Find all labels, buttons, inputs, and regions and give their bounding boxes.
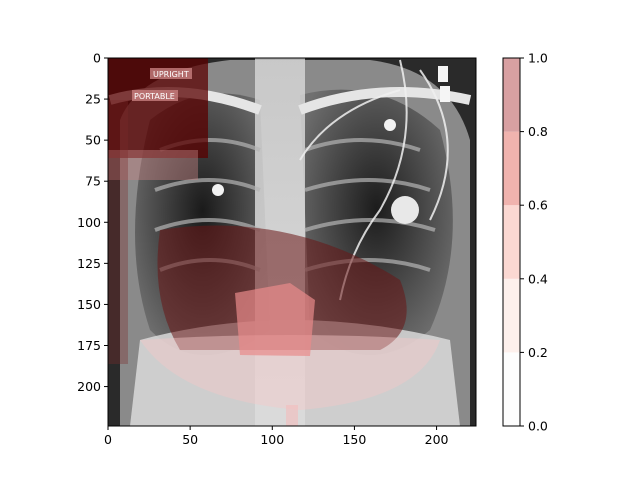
y-tick-label: 0 (93, 51, 101, 66)
x-tick-label: 50 (182, 432, 198, 447)
x-tick-label: 0 (104, 432, 112, 447)
x-axis: 0 50 100 150 200 (104, 426, 449, 447)
y-axis: 0 25 50 75 100 125 150 175 200 (77, 51, 108, 394)
colorbar-bin (503, 131, 520, 206)
image-frame (107, 57, 477, 427)
colorbar-tick-label: 0.2 (528, 345, 548, 360)
y-tick-label: 100 (77, 215, 101, 230)
colorbar-bin (503, 58, 520, 132)
colorbar: 0.0 0.2 0.4 0.6 0.8 1.0 (502, 51, 548, 434)
colorbar-bin (503, 278, 520, 353)
colorbar-tick-label: 0.8 (528, 124, 548, 139)
x-tick-label: 150 (342, 432, 366, 447)
colorbar-bin (503, 352, 520, 426)
y-tick-label: 25 (85, 92, 101, 107)
upright-label: UPRIGHT (153, 70, 189, 79)
y-tick-label: 200 (77, 379, 101, 394)
xray-image: UPRIGHT PORTABLE (108, 58, 476, 426)
y-tick-label: 150 (77, 297, 101, 312)
colorbar-tick-label: 0.6 (528, 198, 548, 213)
heatmap-overlay (108, 58, 440, 426)
portable-label: PORTABLE (134, 92, 175, 101)
colorbar-frame (502, 57, 521, 427)
colorbar-tick-label: 0.0 (528, 419, 548, 434)
portable-label-box (132, 90, 178, 101)
y-tick-label: 125 (77, 256, 101, 271)
x-tick-label: 100 (260, 432, 284, 447)
upright-label-box (150, 68, 192, 79)
y-tick-label: 175 (77, 338, 101, 353)
colorbar-tick-label: 1.0 (528, 51, 548, 66)
colorbar-tick-label: 0.4 (528, 271, 548, 286)
colorbar-bin (503, 205, 520, 279)
x-tick-label: 200 (425, 432, 449, 447)
y-tick-label: 75 (85, 174, 101, 189)
y-tick-label: 50 (85, 133, 101, 148)
